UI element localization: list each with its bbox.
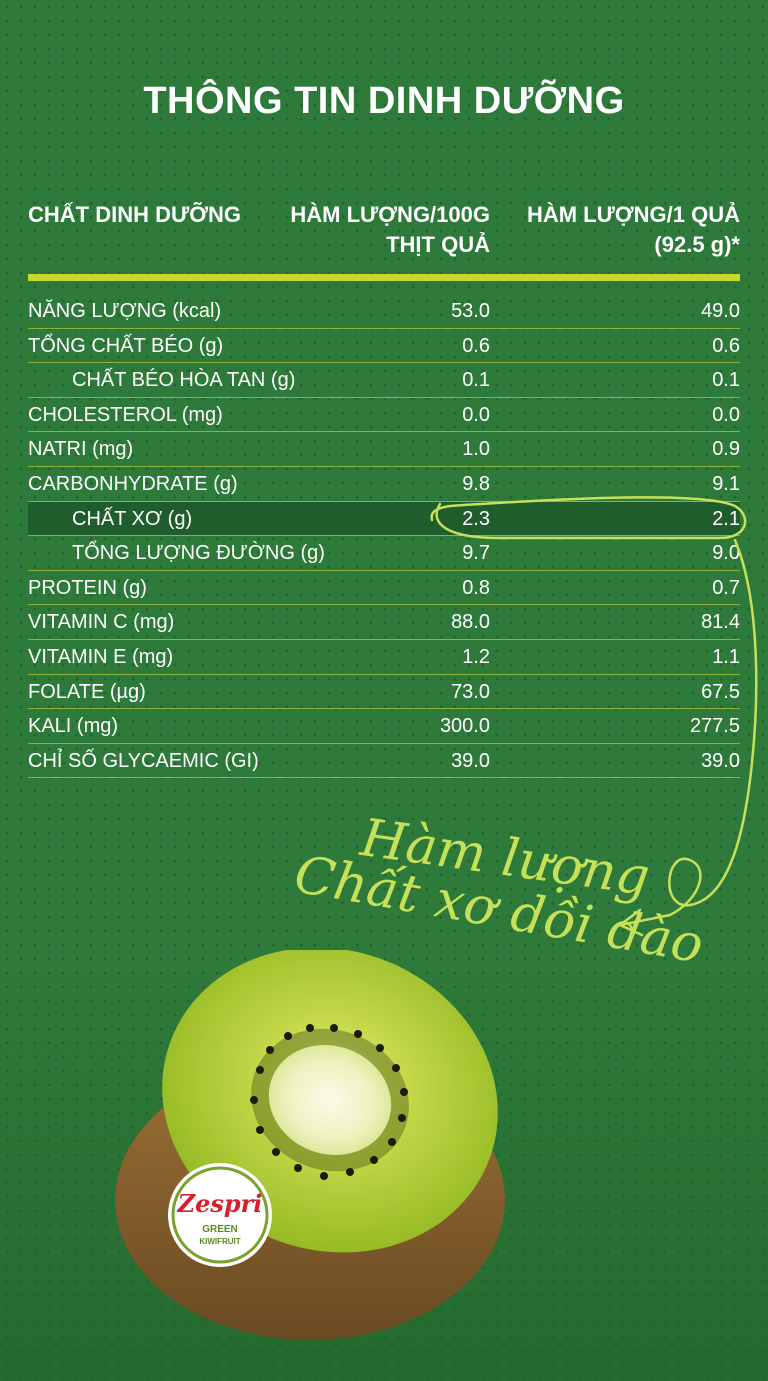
nutrient-name: CHỈ SỐ GLYCAEMIC (GI) [28,749,259,772]
nutrient-name: CHOLESTEROL (mg) [28,403,223,426]
value-per-fruit: 277.5 [689,715,740,738]
table-row: PROTEIN (g) 0.8 0.7 [28,571,740,606]
table-row: CARBONHYDRATE (g) 9.8 9.1 [28,467,740,502]
nutrient-name: TỔNG LƯỢNG ĐƯỜNG (g) [72,542,325,565]
value-per-fruit: 0.6 [712,334,740,357]
value-per-fruit: 9.1 [712,472,740,495]
table-row: NATRI (mg) 1.0 0.9 [28,432,740,467]
value-per-fruit: 9.0 [712,542,740,565]
header-per-100g-line2: THỊT QUẢ [386,232,490,257]
value-per-100g: 9.7 [462,542,490,565]
page-title: THÔNG TIN DINH DƯỠNG [143,80,625,122]
value-per-fruit: 49.0 [701,300,740,322]
nutrient-name: NATRI (mg) [28,438,134,461]
value-per-100g: 1.2 [462,645,490,668]
header-nutrient: CHẤT DINH DƯỠNG [28,202,242,227]
value-per-fruit: 39.0 [701,749,740,772]
value-per-fruit: 81.4 [701,611,740,634]
header-divider [28,274,740,281]
value-per-100g: 0.0 [462,403,490,426]
nutrient-name: KALI (mg) [28,715,119,738]
value-per-fruit: 0.7 [712,576,740,599]
zespri-logo: Zespri GREEN KIWIFRUIT [168,1163,272,1267]
logo-brand: Zespri [177,1189,263,1218]
nutrient-name: VITAMIN C (mg) [28,611,175,634]
nutrient-name: CHẤT XƠ (g) [72,507,193,530]
nutrition-table: NĂNG LƯỢNG (kcal) 53.0 49.0 TỔNG CHẤT BÉO … [28,294,740,779]
value-per-100g: 39.0 [451,749,490,772]
value-per-fruit: 1.1 [712,645,740,668]
table-header: CHẤT DINH DƯỠNG HÀM LƯỢNG/100G THỊT QUẢ … [28,200,740,262]
value-per-fruit: 0.1 [712,369,740,392]
header-per-100g-line1: HÀM LƯỢNG/100G [290,202,490,227]
value-per-100g: 1.0 [462,438,490,461]
logo-line1: GREEN [202,1224,238,1235]
table-row: KALI (mg) 300.0 277.5 [28,709,740,744]
value-per-100g: 0.8 [462,576,490,599]
value-per-100g: 0.1 [462,369,490,392]
value-per-fruit: 2.1 [712,507,740,530]
nutrient-name: CHẤT BÉO HÒA TAN (g) [72,369,296,392]
table-row: CHỈ SỐ GLYCAEMIC (GI) 39.0 39.0 [28,744,740,779]
nutrient-name: VITAMIN E (mg) [28,645,174,668]
table-row: VITAMIN E (mg) 1.2 1.1 [28,640,740,675]
value-per-fruit: 0.9 [712,438,740,461]
nutrient-name: TỔNG CHẤT BÉO (g) [28,334,224,357]
nutrient-name: FOLATE (µg) [28,680,146,703]
table-row: FOLATE (µg) 73.0 67.5 [28,675,740,710]
header-per-fruit-line1: HÀM LƯỢNG/1 QUẢ [526,202,740,227]
value-per-fruit: 67.5 [701,680,740,703]
table-row: NĂNG LƯỢNG (kcal) 53.0 49.0 [28,294,740,329]
value-per-100g: 73.0 [451,680,490,703]
header-per-100g: HÀM LƯỢNG/100G THỊT QUẢ [290,200,490,260]
value-per-100g: 9.8 [462,472,490,495]
value-per-fruit: 0.0 [712,403,740,426]
table-row: TỔNG LƯỢNG ĐƯỜNG (g) 9.7 9.0 [28,536,740,571]
nutrient-name: NĂNG LƯỢNG (kcal) [28,300,222,322]
value-per-100g: 0.6 [462,334,490,357]
value-per-100g: 88.0 [451,611,490,634]
nutrient-name: PROTEIN (g) [28,576,147,599]
header-per-fruit: HÀM LƯỢNG/1 QUẢ (92.5 g)* [527,200,740,260]
value-per-100g: 2.3 [462,507,490,530]
nutrient-name: CARBONHYDRATE (g) [28,472,238,495]
kiwi-illustration: Zespri GREEN KIWIFRUIT [115,950,505,1340]
table-row: CHOLESTEROL (mg) 0.0 0.0 [28,398,740,433]
value-per-100g: 53.0 [451,300,490,322]
header-per-fruit-line2: (92.5 g)* [654,232,740,257]
logo-line2: KIWIFRUIT [199,1237,240,1246]
table-row-highlighted: CHẤT XƠ (g) 2.3 2.1 [28,501,740,537]
table-row: VITAMIN C (mg) 88.0 81.4 [28,605,740,640]
value-per-100g: 300.0 [439,715,490,738]
table-row: CHẤT BÉO HÒA TAN (g) 0.1 0.1 [28,363,740,398]
table-row: TỔNG CHẤT BÉO (g) 0.6 0.6 [28,329,740,364]
